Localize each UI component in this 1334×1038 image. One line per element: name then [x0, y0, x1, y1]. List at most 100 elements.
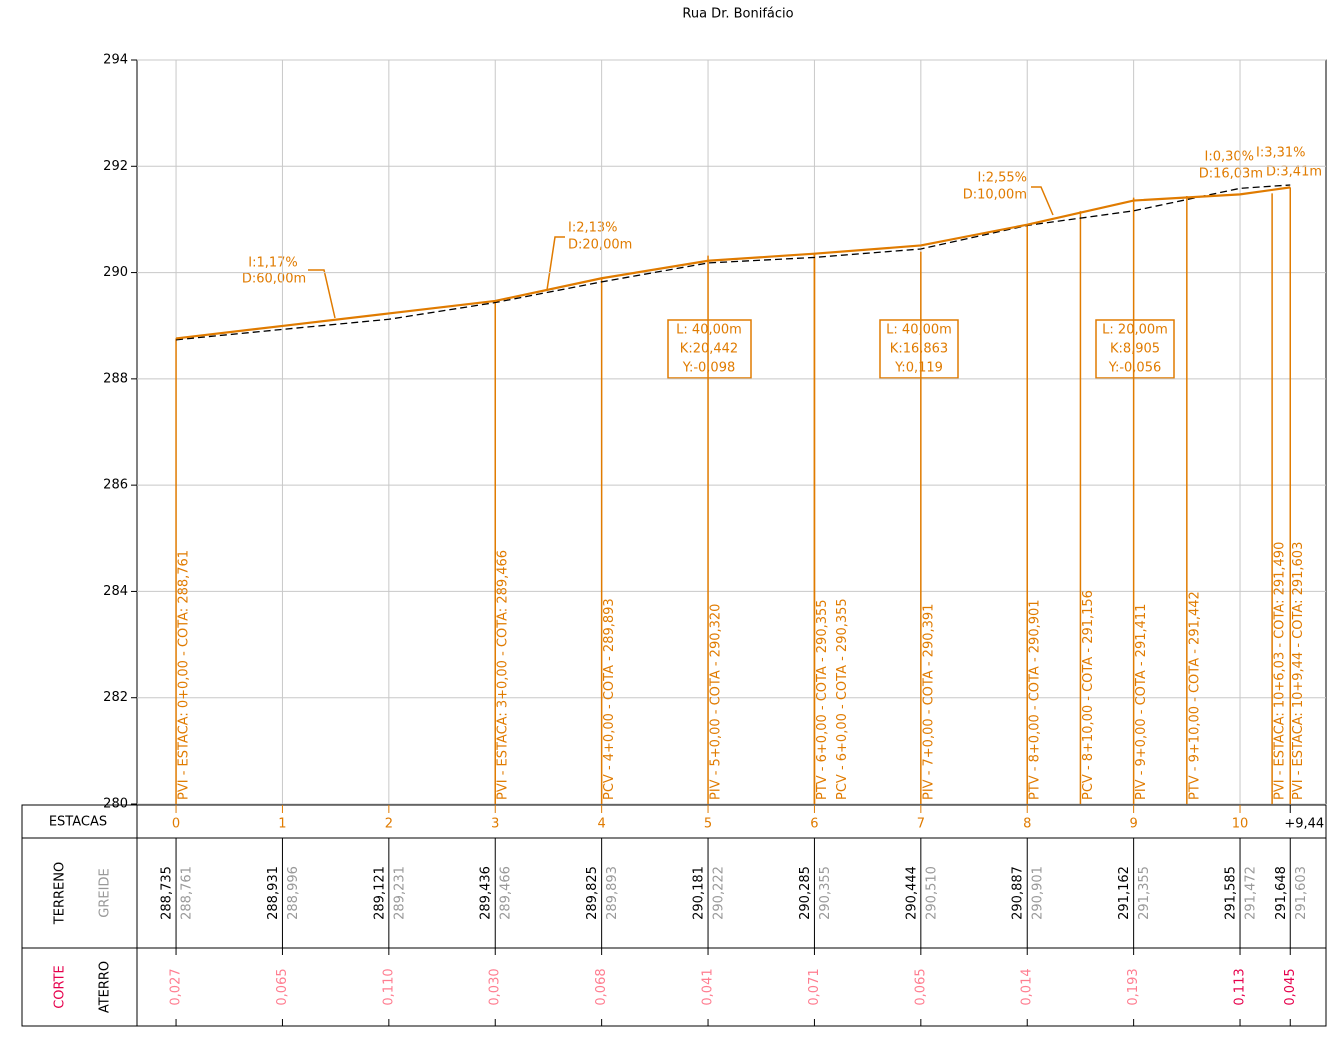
y-tick-label: 286	[103, 478, 128, 493]
cut-fill-value: 0,014	[1020, 968, 1035, 1005]
grade-annotations: I:1,17% D:60,00m I:2,13% D:20,00m I:2,55…	[242, 146, 1322, 319]
station-label: PVI - ESTACA: 3+0,00 - COTA: 289,466	[496, 550, 511, 800]
grade-value: 291,603	[1294, 866, 1309, 920]
curve-box	[1095, 319, 1175, 379]
curve-l: L: 40,00m	[676, 323, 742, 338]
x-tick-label: +9,44	[1284, 817, 1324, 832]
x-tick-label: 10	[1232, 817, 1249, 832]
cut-fill-value: 0,110	[381, 968, 396, 1005]
y-tick-label: 284	[103, 584, 128, 599]
grade-value: 290,901	[1031, 866, 1046, 920]
terrain-value: 289,121	[372, 866, 387, 920]
terrain-value: 291,162	[1117, 866, 1132, 920]
terrain-value: 288,735	[160, 866, 175, 920]
grade-d: D:16,03m	[1199, 167, 1263, 182]
terrain-value: 288,931	[266, 866, 281, 920]
terreno-header: TERRENO	[53, 862, 68, 925]
terrain-line	[175, 184, 1291, 341]
cut-fill-value: 0,045	[1283, 968, 1298, 1005]
terrain-value: 290,181	[692, 866, 707, 920]
station-label: PIV - 5+0,00 - COTA - 290,320	[709, 604, 724, 800]
cut-fill-value: 0,068	[594, 968, 609, 1005]
terrain-value: 290,887	[1011, 866, 1026, 920]
grade-i: I:1,17%	[248, 256, 298, 271]
y-tick-label: 294	[103, 53, 128, 68]
y-tick-label: 292	[103, 159, 128, 174]
table-frame	[21, 804, 1327, 1027]
cut-fill-value: 0,071	[807, 968, 822, 1005]
x-tick-label: 8	[1023, 817, 1031, 832]
station-label: PIV - 7+0,00 - COTA - 290,391	[921, 604, 936, 800]
estacas-header: ESTACAS	[49, 815, 107, 830]
curve-l: L: 20,00m	[1102, 323, 1168, 338]
grade-value: 290,355	[818, 866, 833, 920]
grade-i: I:2,13%	[568, 221, 618, 236]
leader	[1031, 186, 1054, 216]
terrain-value: 290,444	[904, 866, 919, 920]
x-tick-label: 1	[278, 817, 286, 832]
station-label: PTV - 9+10,00 - COTA - 291,442	[1187, 591, 1202, 800]
y-tick-label: 282	[103, 690, 128, 705]
grade-d: D:3,41m	[1266, 165, 1322, 180]
cut-fill-value: 0,041	[701, 968, 716, 1005]
station-label: PCV - 6+0,00 - COTA - 290,355	[835, 598, 850, 800]
terrain-value: 289,825	[585, 866, 600, 920]
corte-header: CORTE	[53, 965, 68, 1009]
terrain-value: 291,585	[1224, 866, 1239, 920]
curve-k: K:8,905	[1110, 342, 1160, 357]
terrain-value: 289,436	[479, 866, 494, 920]
curve-k: K:20,442	[680, 342, 738, 357]
curve-boxes: L: 40,00m K:20,442 Y:-0,098 L: 40,00m K:…	[667, 319, 1175, 379]
grade-d: D:60,00m	[242, 272, 306, 287]
aterro-header: ATERRO	[98, 961, 113, 1013]
cut-fill-value: 0,030	[488, 968, 503, 1005]
curve-box	[879, 319, 959, 379]
station-label: PCV - 8+10,00 - COTA - 291,156	[1081, 590, 1096, 800]
grade-value: 289,466	[499, 866, 514, 920]
x-tick-label: 3	[491, 817, 499, 832]
curve-y: Y:0,119	[894, 361, 943, 376]
y-tick-label: 280	[103, 797, 128, 812]
grade-value: 290,222	[712, 866, 727, 920]
grade-value: 289,231	[392, 866, 407, 920]
station-label: PTV - 6+0,00 - COTA - 290,355	[815, 599, 830, 800]
cut-fill-value: 0,065	[913, 968, 928, 1005]
cut-fill-value: 0,113	[1233, 968, 1248, 1005]
station-label: PTV - 8+0,00 - COTA - 290,901	[1028, 599, 1043, 800]
station-label: PVI - ESTACA: 10+6,03 - COTA: 291,490	[1273, 542, 1288, 800]
grade-i: I:2,55%	[977, 171, 1027, 186]
terrain-value: 291,648	[1274, 866, 1289, 920]
grade-d: D:20,00m	[568, 238, 632, 253]
leader	[546, 236, 565, 291]
grade-value: 291,355	[1137, 866, 1152, 920]
grade-value: 290,510	[924, 866, 939, 920]
x-tick-label: 5	[704, 817, 712, 832]
x-tick-label: 9	[1129, 817, 1137, 832]
y-tick-label: 288	[103, 371, 128, 386]
table-border	[21, 804, 1327, 1027]
grade-line	[175, 186, 1291, 340]
cut-fill-value: 0,193	[1126, 968, 1141, 1005]
leader	[308, 269, 336, 319]
greide-header: GREIDE	[98, 868, 113, 917]
y-tick-label: 290	[103, 265, 128, 280]
chart-title: Rua Dr. Bonifácio	[682, 7, 793, 22]
curve-k: K:16,863	[890, 342, 948, 357]
x-tick-label: 4	[598, 817, 606, 832]
x-tick-label: 2	[385, 817, 393, 832]
curve-l: L: 40,00m	[886, 323, 952, 338]
cut-fill-value: 0,027	[169, 968, 184, 1005]
station-label: PVI - ESTACA: 0+0,00 - COTA: 288,761	[177, 550, 192, 800]
x-tick-label: 0	[172, 817, 180, 832]
grade-d: D:10,00m	[963, 188, 1027, 203]
curve-y: Y:-0,056	[1108, 361, 1162, 376]
grade-value: 288,761	[180, 866, 195, 920]
grade-i: I:3,31%	[1256, 146, 1306, 161]
grade-i: I:0,30%	[1204, 150, 1254, 165]
station-label: PVI - ESTACA: 10+9,44 - COTA: 291,603	[1291, 542, 1306, 800]
station-label: PCV - 4+0,00 - COTA - 289,893	[602, 598, 617, 800]
x-tick-label: 6	[810, 817, 818, 832]
cut-fill-value: 0,065	[275, 968, 290, 1005]
x-tick-label: 7	[917, 817, 925, 832]
